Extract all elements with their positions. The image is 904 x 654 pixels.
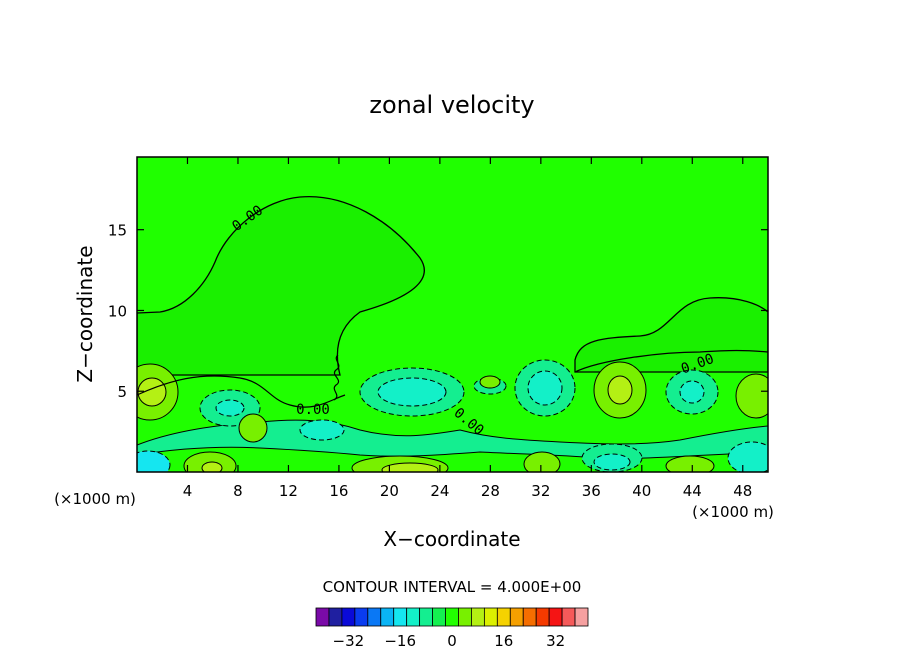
colorbar-swatch xyxy=(522,607,537,627)
pos-cell-core xyxy=(607,375,633,405)
colorbar-swatch xyxy=(496,607,511,627)
neg-cell xyxy=(137,450,171,472)
colorbar-swatch xyxy=(471,607,485,627)
neg-cell xyxy=(727,441,768,472)
x-tick-label: 24 xyxy=(430,482,449,500)
x-tick-label: 40 xyxy=(632,482,651,500)
y-tick-label: 10 xyxy=(108,302,127,320)
zero-contour-right xyxy=(574,297,768,373)
x-tick-label: 48 xyxy=(733,482,752,500)
pos-cell-core xyxy=(381,462,439,472)
zero-contour-lower-left xyxy=(137,375,346,408)
colorbar-label: −16 xyxy=(384,632,416,650)
x-tick-label: 44 xyxy=(683,482,702,500)
zero-contour-wiggle xyxy=(333,354,340,401)
colorbar-swatch xyxy=(367,607,382,627)
neg-cell-core xyxy=(593,453,631,471)
pos-cell xyxy=(238,413,268,443)
colorbar-swatch xyxy=(548,607,563,627)
y-tick-label: 5 xyxy=(117,383,127,401)
pos-cell xyxy=(479,375,501,389)
colorbar-label: 16 xyxy=(494,632,513,650)
x-axis-label: X−coordinate xyxy=(383,527,520,551)
neg-cell-core xyxy=(527,370,563,406)
colorbar-swatch xyxy=(406,607,421,627)
colorbar-label: 32 xyxy=(546,632,565,650)
colorbar: −32 −16 0 16 32 xyxy=(315,607,589,650)
colorbar-swatch xyxy=(483,607,498,627)
colorbar-swatch xyxy=(432,607,446,627)
zero-contour-region xyxy=(137,195,425,376)
plot-area xyxy=(137,157,768,472)
colorbar-label: 0 xyxy=(447,632,457,650)
colorbar-swatch xyxy=(458,607,472,627)
colorbar-swatch xyxy=(419,607,433,627)
y-axis-label: Z−coordinate xyxy=(73,245,97,382)
x-tick-label: 8 xyxy=(233,482,243,500)
colorbar-swatch xyxy=(354,607,369,627)
neg-cell-core xyxy=(215,399,245,417)
pos-cell xyxy=(665,455,715,472)
x-tick-label: 20 xyxy=(380,482,399,500)
colorbar-swatch xyxy=(315,607,330,627)
zero-contour-line-mid xyxy=(574,349,768,373)
x-tick-label: 16 xyxy=(329,482,348,500)
colorbar-swatch xyxy=(341,607,356,627)
chart-title: zonal velocity xyxy=(369,91,534,119)
neg-cell-core xyxy=(377,377,447,407)
colorbar-swatch xyxy=(574,607,589,627)
pos-cell-core xyxy=(137,377,167,407)
x-tick-label: 36 xyxy=(582,482,601,500)
x-axis-unit-left: (×1000 m) xyxy=(54,490,136,508)
x-tick-label: 4 xyxy=(183,482,193,500)
colorbar-swatch xyxy=(393,607,408,627)
colorbar-swatch xyxy=(561,607,576,627)
pos-cell xyxy=(523,451,561,472)
plot-frame xyxy=(136,156,769,473)
colorbar-swatch xyxy=(535,607,550,627)
colorbar-swatch xyxy=(509,607,524,627)
contour-label: 0.00 xyxy=(296,402,330,418)
y-tick-label: 15 xyxy=(108,222,127,240)
x-tick-label: 12 xyxy=(279,482,298,500)
colorbar-swatch xyxy=(328,607,343,627)
x-tick-label: 32 xyxy=(531,482,550,500)
pos-cell xyxy=(735,373,768,419)
neg-cell xyxy=(299,419,345,441)
colorbar-swatch xyxy=(445,607,459,627)
x-tick-label: 28 xyxy=(481,482,500,500)
colorbar-swatch xyxy=(380,607,395,627)
neg-cell-core xyxy=(679,380,705,404)
pos-cell-core xyxy=(201,461,223,472)
x-axis-unit-right: (×1000 m) xyxy=(692,503,774,521)
colorbar-label: −32 xyxy=(333,632,365,650)
contour-interval: CONTOUR INTERVAL = 4.000E+00 xyxy=(323,578,582,596)
